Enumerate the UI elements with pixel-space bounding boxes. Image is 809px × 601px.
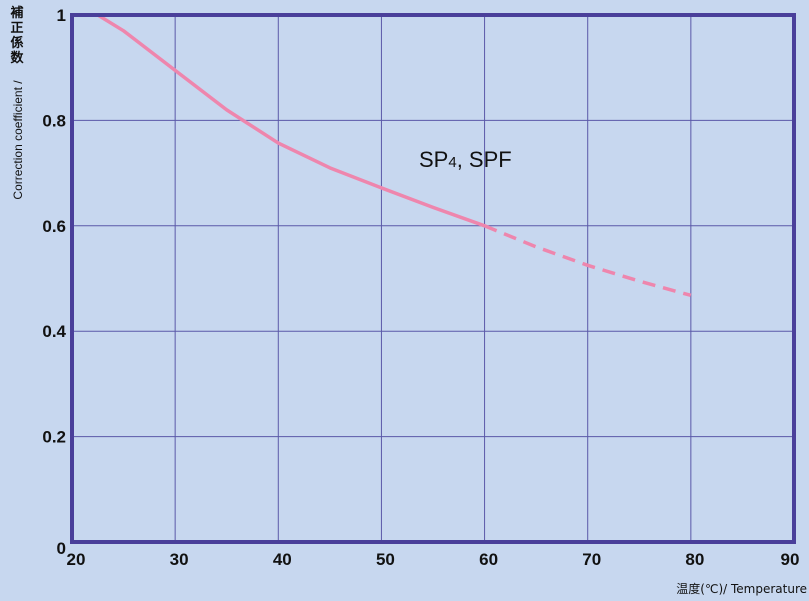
x-tick-label: 90 — [781, 550, 800, 569]
plot-frame — [70, 13, 796, 544]
x-tick-label: 30 — [170, 550, 189, 569]
series-label-main: SP — [419, 147, 448, 172]
y-tick-label: 0.8 — [42, 111, 66, 130]
series-label-subscript: 4 — [448, 154, 456, 171]
x-tick-label: 50 — [376, 550, 395, 569]
plot-border — [70, 13, 796, 544]
y-tick-label: 0.6 — [42, 217, 66, 236]
y-axis-label-en: Correction coefficient / — [11, 80, 25, 200]
x-tick-label: 60 — [479, 550, 498, 569]
grid — [72, 15, 794, 542]
series-label-rest: , SPF — [457, 147, 512, 172]
x-axis-label: 温度(℃)/ Temperature — [676, 582, 807, 596]
y-tick-label: 0 — [57, 539, 66, 558]
series-line-dashed — [483, 224, 692, 298]
y-axis-label-jp: 補正係数 — [10, 6, 24, 66]
x-tick-label: 40 — [273, 550, 292, 569]
plot-area — [72, 15, 794, 542]
y-tick-label: 0.4 — [42, 322, 66, 341]
x-tick-label: 20 — [67, 550, 86, 569]
y-tick-label: 0.2 — [42, 428, 66, 447]
x-tick-label: 80 — [685, 550, 704, 569]
series-lines — [96, 13, 692, 298]
y-tick-label: 1 — [57, 6, 66, 25]
series-label: SP4, SPF — [419, 147, 512, 172]
series-line-solid — [96, 13, 487, 228]
tick-labels: 20 30 40 50 60 70 80 90 0 0.2 0.4 0.6 0.8 1 — [42, 6, 799, 569]
x-tick-label: 70 — [582, 550, 601, 569]
